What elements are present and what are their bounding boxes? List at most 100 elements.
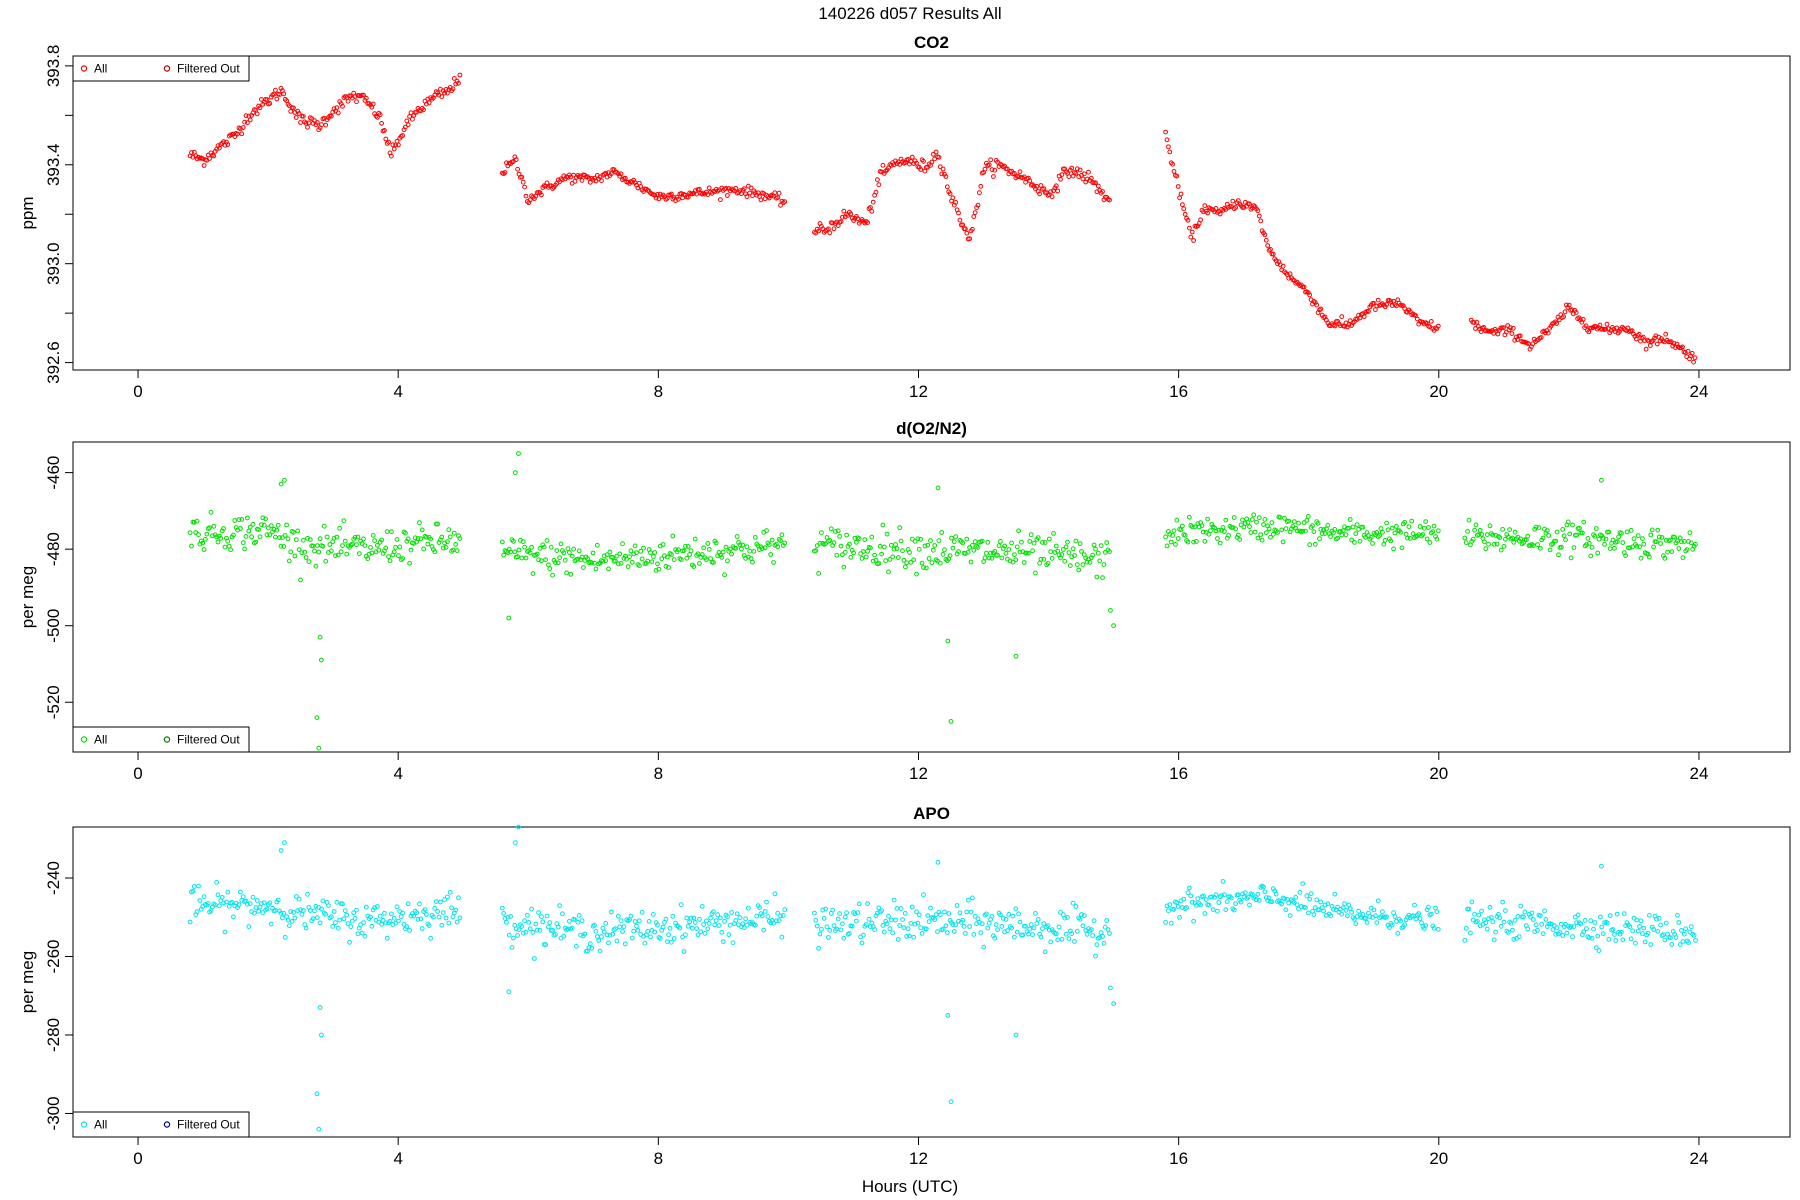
data-point	[1305, 910, 1311, 916]
x-tick-label: 16	[1169, 1149, 1188, 1168]
data-point	[296, 547, 302, 552]
data-point	[438, 899, 443, 905]
data-point	[982, 555, 988, 561]
data-point	[615, 913, 621, 919]
data-point	[221, 900, 227, 906]
data-point	[704, 918, 709, 924]
data-point	[1310, 523, 1315, 528]
data-point	[918, 925, 924, 931]
data-point	[1374, 303, 1380, 309]
data-point	[252, 910, 257, 916]
data-point	[1655, 929, 1661, 934]
data-point	[918, 536, 924, 542]
data-point	[1314, 302, 1320, 308]
data-point	[256, 527, 262, 532]
outlier-point	[282, 477, 287, 483]
data-point	[253, 539, 259, 545]
data-point	[247, 117, 253, 123]
data-point	[891, 546, 897, 552]
data-point	[260, 515, 266, 521]
data-point	[403, 124, 408, 130]
data-point	[1233, 901, 1238, 906]
data-point	[954, 903, 960, 908]
data-point	[1655, 527, 1661, 533]
data-point	[622, 941, 628, 947]
data-point	[1420, 532, 1426, 537]
data-point	[1231, 515, 1237, 520]
data-point	[569, 553, 575, 559]
data-point	[1471, 320, 1477, 326]
data-point	[396, 553, 401, 559]
x-tick-label: 24	[1689, 382, 1708, 401]
data-point	[1339, 532, 1345, 538]
data-point	[820, 907, 826, 913]
data-point	[1421, 525, 1427, 531]
data-point	[1262, 889, 1268, 895]
data-point	[201, 547, 207, 552]
data-point	[1691, 932, 1697, 938]
data-point	[1621, 911, 1627, 917]
data-point	[1354, 522, 1360, 527]
data-point	[1591, 926, 1596, 932]
data-point	[1641, 925, 1647, 931]
data-point	[813, 548, 819, 553]
data-point	[722, 919, 727, 924]
data-point	[451, 76, 457, 81]
data-point	[1686, 940, 1691, 945]
data-point	[1014, 929, 1020, 935]
data-point	[669, 552, 674, 557]
x-tick-label: 24	[1689, 764, 1708, 783]
data-point	[652, 550, 658, 555]
data-point	[656, 566, 662, 572]
data-point	[740, 542, 746, 548]
data-point	[608, 909, 614, 915]
data-point	[935, 929, 940, 935]
data-point	[812, 910, 817, 916]
data-point	[632, 919, 638, 924]
data-point	[826, 935, 831, 940]
data-point	[1287, 271, 1293, 277]
data-point	[998, 539, 1003, 544]
data-point	[317, 920, 323, 926]
data-point	[764, 528, 769, 534]
data-point	[1254, 897, 1259, 903]
data-point	[741, 186, 747, 192]
data-point	[937, 912, 943, 918]
data-point	[655, 192, 660, 197]
data-point	[345, 921, 351, 927]
data-point	[1381, 541, 1387, 547]
data-point	[1389, 525, 1395, 531]
data-point	[1554, 529, 1560, 535]
data-point	[421, 107, 427, 113]
data-point	[1098, 543, 1104, 549]
data-point	[831, 923, 837, 929]
figure-title: 140226 d057 Results All	[818, 4, 1001, 23]
data-point	[1280, 539, 1286, 545]
data-point	[1048, 939, 1054, 945]
data-point	[718, 915, 723, 921]
data-point	[298, 907, 303, 913]
data-point	[273, 534, 278, 540]
data-point	[1427, 540, 1433, 545]
data-point	[978, 183, 984, 189]
data-point	[1270, 531, 1276, 537]
data-point	[778, 538, 783, 543]
data-point	[1303, 528, 1308, 534]
data-point	[688, 548, 694, 554]
data-point	[1268, 534, 1273, 540]
data-point	[1681, 931, 1687, 937]
data-point	[1062, 915, 1068, 921]
data-point	[999, 555, 1005, 561]
data-point	[1507, 527, 1512, 532]
data-point	[391, 549, 397, 555]
data-point	[1094, 574, 1100, 580]
data-point	[1294, 528, 1300, 534]
data-point	[1384, 914, 1389, 920]
data-point	[400, 556, 406, 561]
data-point	[359, 930, 365, 936]
data-point	[762, 545, 768, 551]
outlier-point	[314, 1091, 320, 1097]
data-point	[319, 906, 324, 912]
data-point	[1405, 535, 1410, 541]
data-point	[1339, 314, 1345, 320]
